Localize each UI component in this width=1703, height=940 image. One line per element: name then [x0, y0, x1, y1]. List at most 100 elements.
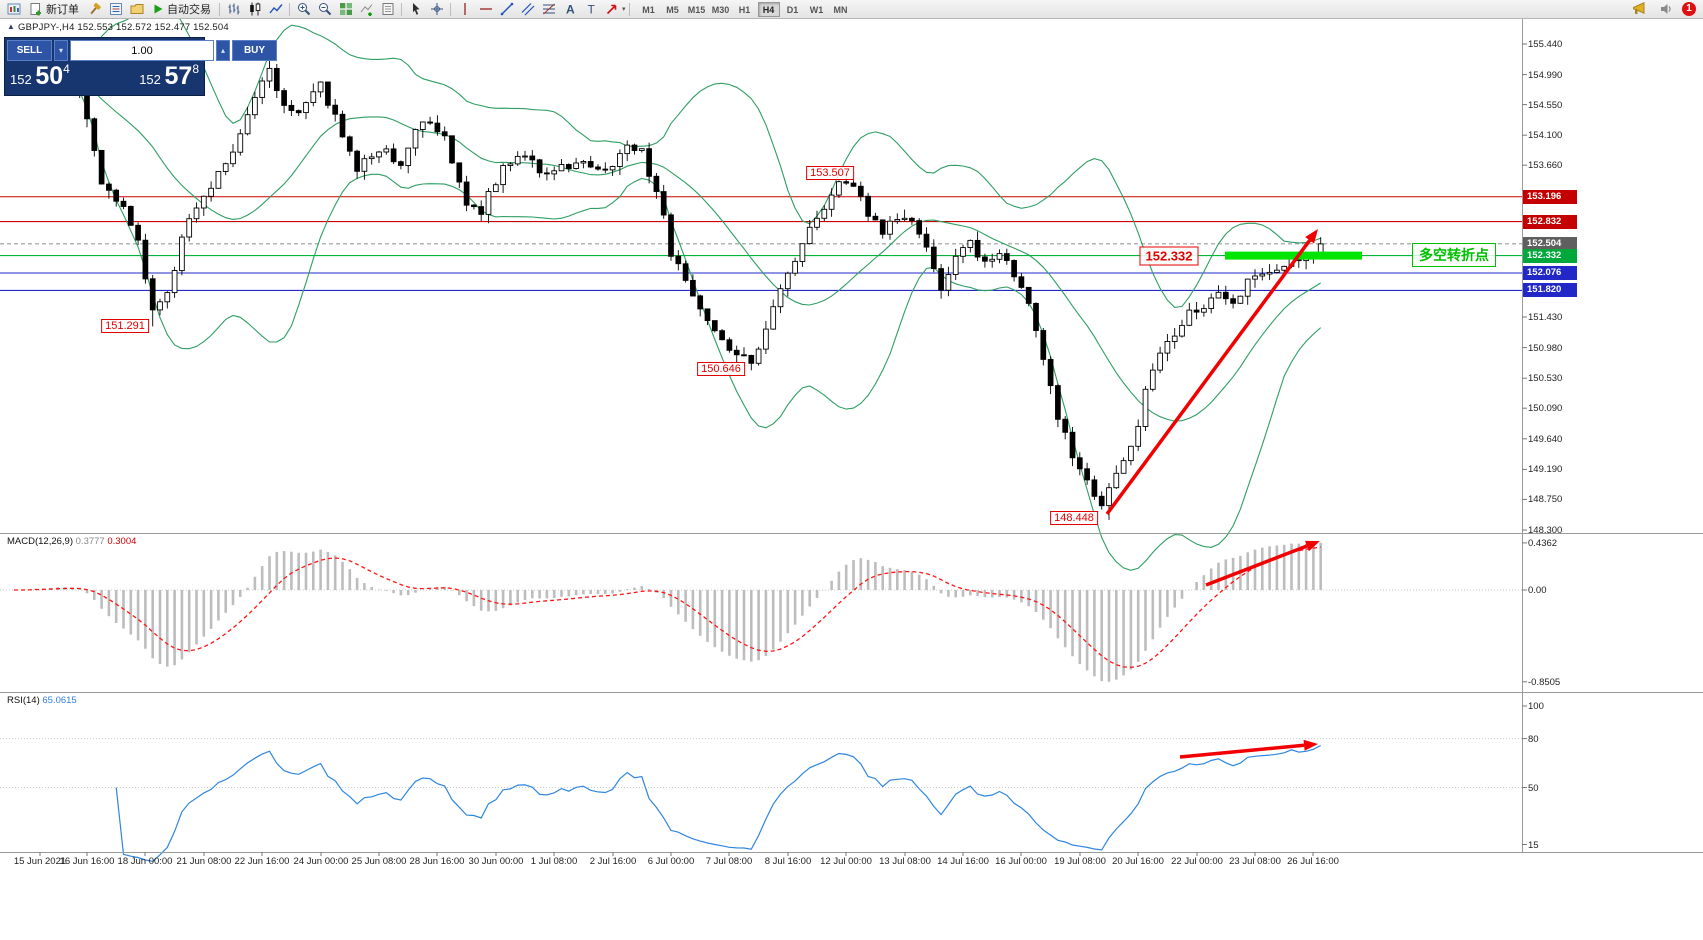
price-axis-tick: 155.440: [1528, 39, 1563, 50]
arrows-tool-dropdown-caret-icon[interactable]: ▾: [622, 6, 626, 13]
buy-price-pips: 57: [164, 62, 193, 90]
time-axis-label: 16 Jul 00:00: [995, 856, 1047, 867]
sound-icon[interactable]: [1655, 1, 1676, 18]
market-watch-icon[interactable]: [105, 1, 126, 18]
channel-tool-icon[interactable]: [517, 1, 538, 18]
toolbar-separator: [289, 2, 290, 16]
time-axis-label: 19 Jul 08:00: [1054, 856, 1106, 867]
price-axis-tick: 148.300: [1528, 525, 1563, 537]
price-axis-tick: 150.090: [1528, 403, 1563, 415]
time-axis-label: 25 Jun 08:00: [351, 856, 407, 867]
price-axis-tick: 150.980: [1528, 342, 1563, 354]
timeframe-M30[interactable]: M30: [711, 4, 730, 15]
time-axis-label: 22 Jul 00:00: [1171, 856, 1223, 867]
time-axis-label: 7 Jul 08:00: [705, 856, 753, 867]
rsi-line: [115, 744, 1321, 863]
timeframe-M5[interactable]: M5: [666, 4, 679, 15]
zoom-out-icon[interactable]: [314, 1, 335, 18]
toolbar-separator: [628, 2, 630, 16]
one-click-collapse-arrow[interactable]: ▲: [7, 22, 15, 31]
zoom-in-icon[interactable]: [293, 1, 314, 18]
macd-scale-tick: 0.00: [1528, 585, 1547, 596]
terminal-chart-icon[interactable]: [3, 1, 24, 18]
timeframe-H4[interactable]: H4: [757, 1, 780, 17]
text-label-tool-icon[interactable]: T: [580, 1, 601, 18]
price-annotation-label[interactable]: 151.291: [101, 319, 149, 333]
macd-name: MACD(12,26,9): [7, 536, 73, 547]
price-level-badge: 151.820: [1523, 283, 1577, 298]
timeframe-M15[interactable]: M15: [687, 4, 706, 15]
cursor-icon[interactable]: [405, 1, 426, 18]
fibonacci-tool-icon[interactable]: [538, 1, 559, 18]
buy-price-point: 8: [192, 62, 199, 76]
price-annotation-label[interactable]: 152.332: [1139, 246, 1199, 266]
candlestick-mode-icon[interactable]: [244, 1, 265, 18]
navigator-icon[interactable]: [126, 1, 147, 18]
rsi-scale-tick: 80: [1528, 733, 1539, 745]
buy-price-display[interactable]: 152 578: [139, 62, 199, 90]
price-level-badge: 152.832: [1523, 214, 1577, 229]
timeframe-bar: M1 M5 M15 M30 H1 H4 D1 W1 MN: [637, 1, 853, 17]
price-axis-tick: 151.430: [1528, 311, 1563, 323]
bollinger-bands: [28, 0, 1322, 571]
crosshair-icon[interactable]: [426, 1, 447, 18]
new-order-label: 新订单: [46, 4, 79, 16]
trend-arrows[interactable]: [1105, 229, 1320, 759]
one-click-controls-row: SELL ▾ ▴ BUY: [7, 40, 277, 61]
svg-text:T: T: [587, 3, 595, 17]
trendline-tool-icon[interactable]: [496, 1, 517, 18]
timeframe-H1[interactable]: H1: [738, 4, 751, 15]
sell-price-pips: 50: [35, 62, 64, 90]
time-axis-label: 18 Jun 00:00: [117, 856, 173, 867]
toolbar-right-icons: 1: [1628, 1, 1700, 18]
indicator-level-lines: [0, 589, 1522, 788]
timeframe-M1[interactable]: M1: [642, 4, 655, 15]
lot-increase-button[interactable]: ▴: [216, 40, 230, 61]
text-tool-icon[interactable]: A: [559, 1, 580, 18]
price-level-badge: 153.196: [1523, 189, 1577, 204]
indicators-icon[interactable]: [356, 1, 377, 18]
timeframe-W1[interactable]: W1: [809, 4, 824, 15]
price-annotation-label[interactable]: 148.448: [1050, 511, 1098, 525]
time-axis-label: 13 Jul 08:00: [879, 856, 931, 867]
horizontal-level-lines[interactable]: [0, 196, 1522, 291]
line-chart-mode-icon[interactable]: [265, 1, 286, 18]
new-order-button[interactable]: 新订单: [24, 1, 84, 18]
rsi-label: RSI(14) 65.0615: [7, 695, 77, 706]
price-annotation-label[interactable]: 150.646: [697, 362, 745, 376]
lot-size-input[interactable]: [70, 40, 214, 61]
rsi-scale-tick: 15: [1528, 839, 1539, 851]
templates-icon[interactable]: [377, 1, 398, 18]
timeframe-D1[interactable]: D1: [786, 4, 799, 15]
macd-label: MACD(12,26,9) 0.3777 0.3004: [7, 536, 136, 547]
buy-button[interactable]: BUY: [232, 40, 277, 61]
chart-ohlc-header: GBPJPY-,H4 152.553 152.572 152.477 152.5…: [18, 22, 229, 33]
sell-price-display[interactable]: 152 504: [10, 62, 70, 90]
price-axis-tick: 153.660: [1528, 160, 1563, 172]
tile-windows-icon[interactable]: [335, 1, 356, 18]
timeframe-MN[interactable]: MN: [833, 4, 848, 15]
vertical-line-tool-icon[interactable]: [454, 1, 475, 18]
time-axis-label: 12 Jul 00:00: [820, 856, 872, 867]
rsi-value: 65.0615: [42, 695, 77, 706]
turning-point-label[interactable]: 多空转折点: [1412, 243, 1496, 267]
toolbar-separator: [401, 2, 402, 16]
lot-decrease-button[interactable]: ▾: [54, 40, 68, 61]
autotrading-label: 自动交易: [167, 4, 211, 16]
price-axis-tick: 148.750: [1528, 494, 1563, 506]
autotrading-button[interactable]: 自动交易: [147, 1, 216, 18]
toolbar-separator: [450, 2, 451, 16]
horizontal-line-tool-icon[interactable]: [475, 1, 496, 18]
sell-button[interactable]: SELL: [7, 40, 52, 61]
turning-point-highlight-bar[interactable]: [1225, 251, 1362, 260]
arrows-tool-icon[interactable]: [601, 1, 622, 18]
price-annotation-label[interactable]: 153.507: [806, 166, 854, 180]
autotrade-play-icon: [154, 4, 163, 14]
announcement-icon[interactable]: [1628, 1, 1649, 18]
toolbar-separator: [219, 2, 220, 16]
time-axis-label: 23 Jul 08:00: [1229, 856, 1281, 867]
metaeditor-hammer-icon[interactable]: [84, 1, 105, 18]
bar-chart-mode-icon[interactable]: [223, 1, 244, 18]
macd-histogram: [19, 542, 1322, 682]
one-click-prices-row: 152 504 152 578: [7, 62, 202, 90]
